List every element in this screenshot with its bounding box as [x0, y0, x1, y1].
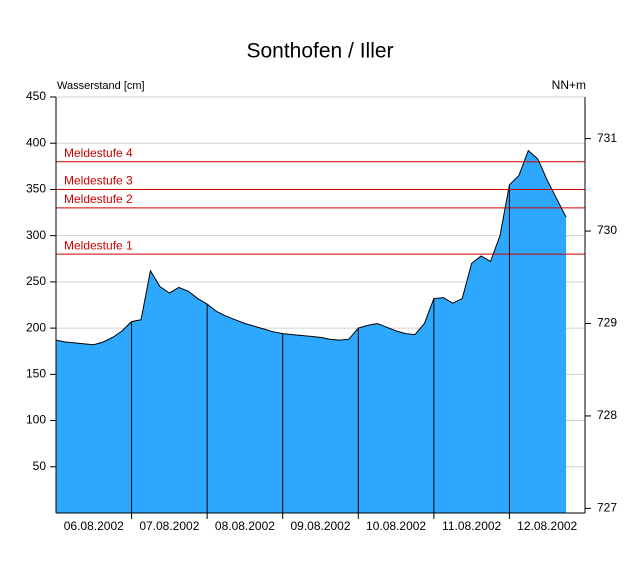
threshold-label: Meldestufe 2	[64, 192, 133, 206]
y-tick-label: 450	[26, 89, 46, 103]
x-tick-label: 09.08.2002	[290, 519, 350, 533]
y2-tick-label: 728	[597, 408, 617, 422]
y2-axis-label: NN+m	[552, 78, 586, 92]
y-tick-label: 50	[33, 459, 47, 473]
y-tick-label: 100	[26, 413, 46, 427]
x-tick-label: 07.08.2002	[139, 519, 199, 533]
x-tick-label: 12.08.2002	[517, 519, 577, 533]
y2-tick-label: 729	[597, 316, 617, 330]
x-tick-label: 06.08.2002	[64, 519, 124, 533]
y2-tick-label: 730	[597, 223, 617, 237]
chart-title: Sonthofen / Iller	[246, 40, 393, 63]
threshold-label: Meldestufe 1	[64, 238, 133, 252]
x-tick-label: 11.08.2002	[442, 519, 501, 533]
threshold-label: Meldestufe 3	[64, 174, 133, 188]
y2-tick-label: 727	[597, 501, 617, 515]
y-tick-label: 400	[26, 135, 46, 149]
y-tick-label: 350	[26, 182, 46, 196]
y-tick-label: 250	[26, 274, 46, 288]
y-tick-label: 200	[26, 320, 46, 334]
x-tick-label: 10.08.2002	[366, 519, 426, 533]
threshold-label: Meldestufe 4	[64, 146, 133, 160]
area-outline	[55, 149, 567, 346]
y2-tick-label: 731	[597, 131, 617, 145]
x-tick-label: 08.08.2002	[215, 519, 275, 533]
y-tick-label: 150	[26, 367, 46, 381]
y-tick-label: 300	[26, 228, 46, 242]
y-axis-label: Wasserstand [cm]	[57, 80, 145, 92]
area	[56, 150, 567, 513]
